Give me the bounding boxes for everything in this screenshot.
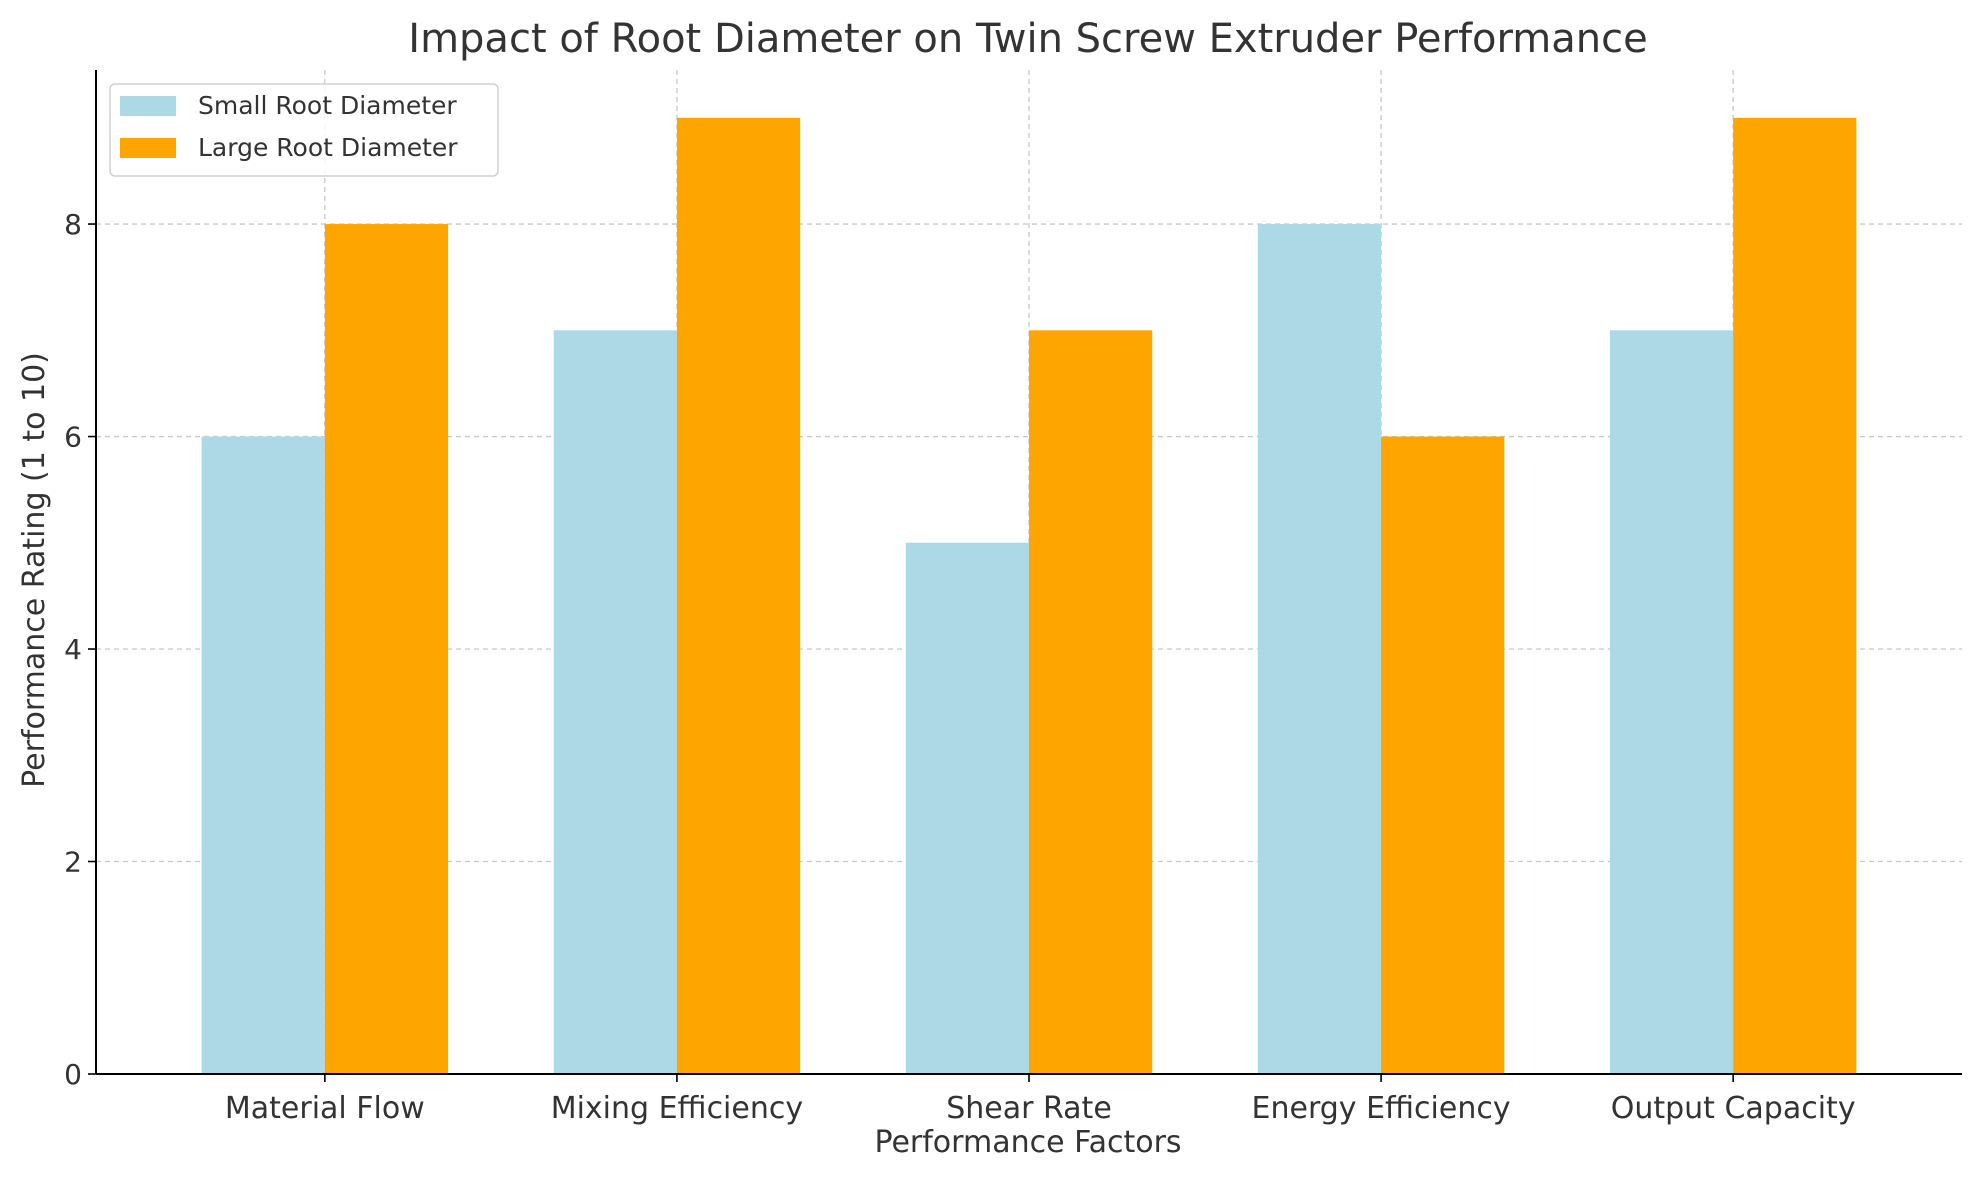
y-tick-label: 6 — [64, 421, 82, 454]
bar-large-2 — [1029, 330, 1153, 1075]
legend-label-1: Large Root Diameter — [198, 133, 458, 162]
legend-label-0: Small Root Diameter — [198, 91, 457, 120]
legend-swatch-0 — [120, 96, 176, 116]
legend: Small Root Diameter Large Root Diameter — [109, 83, 499, 177]
y-tick-label: 0 — [64, 1058, 82, 1091]
x-tick-label: Material Flow — [225, 1091, 425, 1126]
x-tick-label: Shear Rate — [946, 1091, 1112, 1126]
bar-small-3 — [1257, 224, 1382, 1074]
x-axis-ticks: Material Flow Mixing Efficiency Shear Rate… — [225, 1074, 1856, 1126]
legend-swatch-1 — [120, 138, 176, 158]
x-axis-label: Performance Factors — [874, 1125, 1181, 1160]
bar-large-4 — [1733, 117, 1857, 1075]
x-tick-label: Mixing Efficiency — [551, 1091, 803, 1126]
bar-small-1 — [553, 330, 677, 1075]
chart-title: Impact of Root Diameter on Twin Screw Ex… — [408, 16, 1647, 62]
bar-large-3 — [1381, 436, 1505, 1074]
bar-small-4 — [1609, 330, 1734, 1075]
y-tick-label: 8 — [64, 208, 82, 241]
y-axis-label: Performance Rating (1 to 10) — [17, 352, 52, 788]
y-tick-label: 2 — [64, 846, 82, 879]
legend-box — [109, 83, 499, 177]
x-tick-label: Energy Efficiency — [1252, 1091, 1511, 1126]
y-tick-label: 4 — [64, 633, 82, 666]
bar-small-0 — [201, 436, 325, 1074]
bar-large-0 — [324, 224, 449, 1074]
bar-large-1 — [676, 117, 801, 1075]
x-tick-label: Output Capacity — [1611, 1091, 1856, 1126]
y-axis-ticks: 0 2 4 6 8 — [64, 208, 96, 1091]
bar-small-2 — [905, 542, 1029, 1074]
bars — [201, 117, 1857, 1075]
